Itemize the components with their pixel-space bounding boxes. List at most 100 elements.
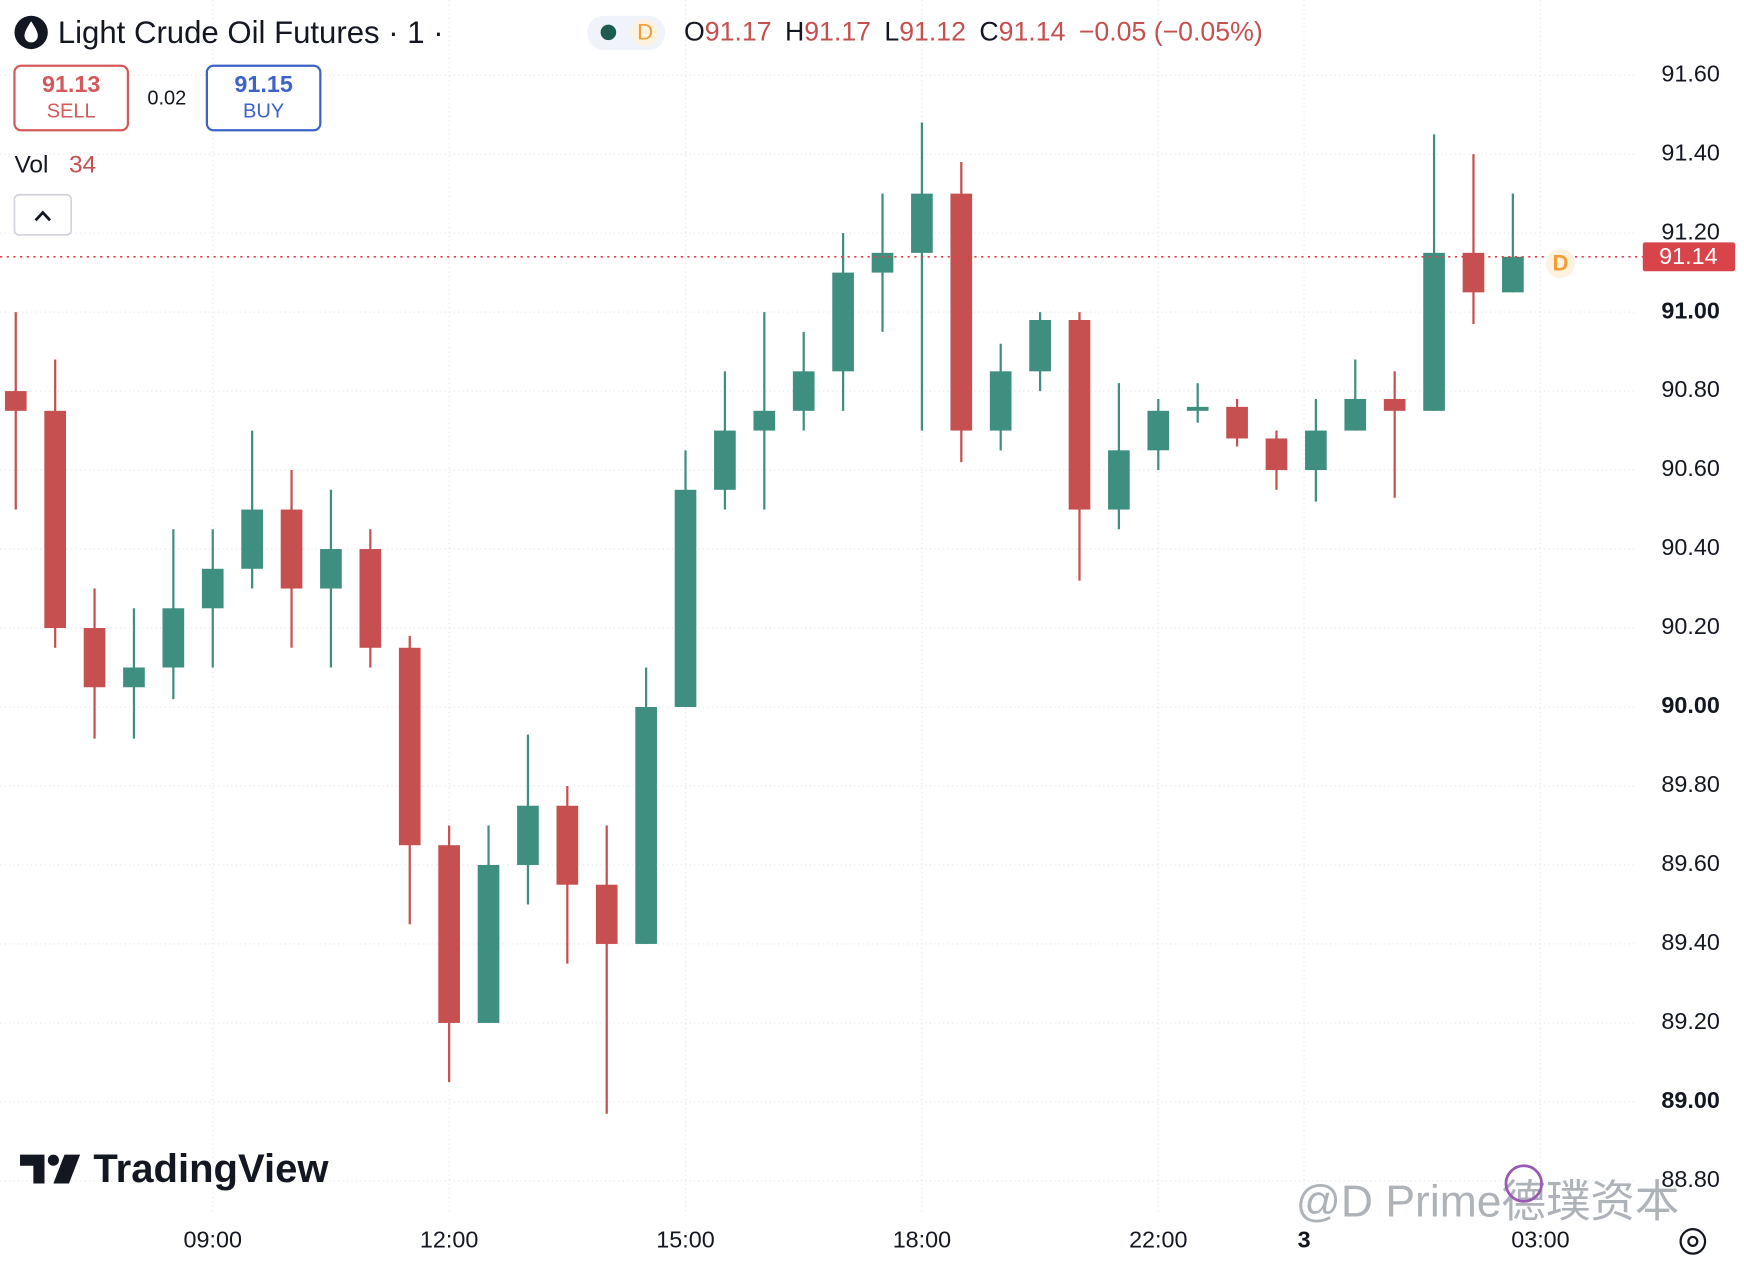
candle-body bbox=[1029, 319, 1051, 372]
candle-body bbox=[83, 628, 106, 688]
buy-box[interactable] bbox=[205, 64, 322, 132]
overlay: 88.80 89.00 89.20 89.40 89.60 89.80 90.00 90.20… bbox=[0, 60, 1736, 1253]
logo-mark bbox=[20, 1154, 45, 1184]
collapse-box[interactable] bbox=[13, 193, 73, 236]
collapse-button[interactable] bbox=[13, 193, 73, 236]
candle-body bbox=[438, 845, 460, 1023]
x-tick-label: 22:00 bbox=[1129, 1227, 1187, 1253]
candle-body bbox=[635, 707, 657, 944]
ohlc-value: 91.14 bbox=[999, 17, 1066, 47]
candle-body bbox=[1186, 406, 1209, 411]
y-tick-label: 91.40 bbox=[1661, 139, 1719, 165]
candle-body bbox=[1344, 398, 1367, 431]
y-tick-label: 90.60 bbox=[1661, 455, 1719, 481]
y-tick-label: 89.00 bbox=[1661, 1087, 1719, 1113]
candle-body bbox=[792, 371, 815, 411]
x-tick-label: 12:00 bbox=[420, 1227, 478, 1253]
sell-label[interactable]: SELL bbox=[47, 101, 96, 123]
candle-body bbox=[398, 647, 421, 846]
credit: @D Prime德璞资本 bbox=[1296, 1177, 1680, 1226]
ohlc-key: O bbox=[684, 17, 705, 47]
market-status-dot bbox=[600, 24, 617, 41]
ohlc-key: L bbox=[884, 17, 899, 47]
candle-body bbox=[517, 805, 539, 865]
ohlc-value: 91.17 bbox=[804, 17, 871, 47]
buy-label[interactable]: BUY bbox=[243, 101, 284, 123]
buy-price[interactable]: 91.15 bbox=[234, 71, 292, 97]
candle-body bbox=[595, 884, 618, 944]
candle-body bbox=[1226, 406, 1248, 439]
candle-body bbox=[556, 805, 579, 885]
buy-button[interactable]: 91.15 BUY bbox=[205, 64, 322, 132]
y-tick-label: 91.00 bbox=[1661, 297, 1719, 323]
ohlc-key: C bbox=[979, 17, 998, 47]
candle-body bbox=[911, 193, 933, 253]
ohlc-key: H bbox=[785, 17, 804, 47]
candle-body bbox=[1108, 450, 1130, 510]
sell-box[interactable] bbox=[13, 64, 130, 132]
settings-icon-center bbox=[1687, 1235, 1699, 1247]
candle-body bbox=[477, 864, 500, 1023]
x-tick-label: 03:00 bbox=[1511, 1227, 1569, 1253]
ohlc-legend: O91.17 H91.17 L91.12 C91.14 −0.05 (−0.05%) bbox=[684, 17, 1263, 47]
candle-body bbox=[871, 252, 894, 273]
symbol-title: Light Crude Oil Futures · 1 · bbox=[58, 15, 444, 50]
candle-body bbox=[714, 430, 736, 490]
candle-body bbox=[359, 549, 382, 648]
session-marker-label: D bbox=[1552, 250, 1568, 275]
change: −0.05 (−0.05%) bbox=[1079, 17, 1263, 47]
candle-body bbox=[123, 667, 145, 688]
x-tick-label: 3 bbox=[1298, 1227, 1311, 1253]
candle-body bbox=[1383, 398, 1406, 411]
y-tick-label: 91.20 bbox=[1661, 218, 1719, 244]
candles bbox=[4, 122, 1524, 1114]
candle-body bbox=[280, 509, 303, 589]
candle-body bbox=[1462, 252, 1485, 293]
candle-body bbox=[1147, 410, 1170, 451]
x-tick-label: 18:00 bbox=[893, 1227, 951, 1253]
settings-icon[interactable] bbox=[1679, 1228, 1707, 1255]
y-tick-label: 91.60 bbox=[1661, 60, 1719, 86]
y-tick-label: 89.40 bbox=[1661, 929, 1719, 955]
candle-body bbox=[1423, 252, 1445, 411]
candle-body bbox=[674, 489, 697, 708]
candle-body bbox=[320, 549, 342, 589]
session-marker bbox=[1546, 249, 1575, 278]
tradingview-logo: TradingView bbox=[20, 1147, 329, 1191]
y-tick-label: 89.20 bbox=[1661, 1008, 1719, 1034]
y-tick-label: 90.40 bbox=[1661, 534, 1719, 560]
x-tick-label: 09:00 bbox=[184, 1227, 242, 1253]
last-price-box bbox=[1642, 242, 1736, 272]
volume-value: 34 bbox=[69, 151, 96, 178]
last-price-label: 91.14 bbox=[1659, 243, 1717, 269]
candle-body bbox=[1502, 256, 1524, 293]
y-tick-label: 90.80 bbox=[1661, 376, 1719, 402]
logo-mark bbox=[53, 1154, 81, 1184]
ohlc-value: 91.12 bbox=[899, 17, 966, 47]
candle-body bbox=[753, 410, 776, 431]
drop-icon bbox=[24, 21, 38, 43]
sell-button[interactable]: 91.13 SELL bbox=[13, 64, 130, 132]
y-tick-label: 88.80 bbox=[1661, 1166, 1719, 1192]
candle-body bbox=[44, 410, 66, 629]
interval-badge: D bbox=[637, 19, 653, 44]
candle-body bbox=[241, 509, 263, 569]
ohlc-value: 91.17 bbox=[705, 17, 772, 47]
badge-bg bbox=[631, 19, 659, 46]
logo-dot bbox=[47, 1154, 59, 1166]
candle-body bbox=[989, 371, 1012, 431]
candle-body bbox=[1265, 438, 1288, 471]
chevron-up[interactable] bbox=[34, 210, 52, 222]
candle-body bbox=[1068, 319, 1091, 510]
sell-price[interactable]: 91.13 bbox=[42, 71, 100, 97]
volume-label: Vol bbox=[14, 151, 48, 178]
candle-body bbox=[162, 608, 185, 668]
candle-body bbox=[201, 568, 224, 609]
candle-body bbox=[1305, 430, 1327, 471]
header: Light Crude Oil Futures · 1 · D O91.17 H9… bbox=[14, 15, 1263, 51]
replay-icon[interactable] bbox=[1504, 1164, 1543, 1203]
watermark: TradingView bbox=[93, 1147, 329, 1191]
y-tick-label: 90.20 bbox=[1661, 613, 1719, 639]
